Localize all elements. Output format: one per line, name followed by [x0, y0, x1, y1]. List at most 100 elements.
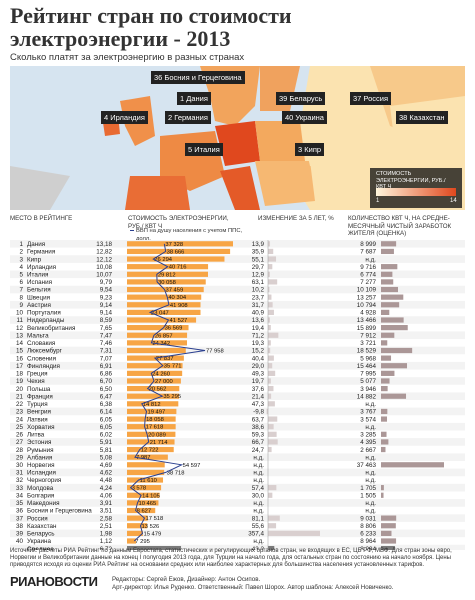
- change-bar: [268, 363, 273, 369]
- row-change-value: -9,8: [253, 409, 264, 416]
- row-kwh-value: 3 285: [360, 432, 376, 439]
- map-region-italy: [220, 166, 260, 210]
- row-cost-value: 6,47: [100, 393, 113, 400]
- row-change-value: 59,3: [252, 432, 265, 439]
- row-change-value: 55,1: [252, 256, 265, 263]
- row-country: Чехия: [27, 378, 45, 385]
- row-rank: 17: [16, 363, 24, 370]
- gdp-value: 20 562: [149, 387, 167, 393]
- row-country: Исландия: [27, 470, 56, 477]
- row-change-value: 55,6: [252, 523, 265, 530]
- change-bar: [268, 309, 274, 315]
- row-kwh-value: 13 257: [357, 294, 377, 301]
- row-kwh-value: 37 463: [357, 462, 377, 469]
- row-stripe: [10, 392, 465, 401]
- map-label: 5 Италия: [185, 143, 223, 156]
- row-stripe: [10, 316, 465, 324]
- cost-bar: [127, 492, 160, 498]
- cost-bar: [127, 302, 201, 308]
- row-rank: 23: [16, 409, 24, 416]
- gdp-value: 37 328: [165, 242, 183, 248]
- row-change-value: 40,9: [252, 310, 265, 317]
- gdp-value: 26 294: [154, 257, 173, 263]
- row-kwh-value: 4 928: [360, 310, 376, 317]
- kwh-bar: [381, 416, 388, 422]
- map-label: 40 Украина: [282, 111, 327, 124]
- cost-bar: [127, 385, 180, 392]
- row-cost-value: 5,81: [100, 447, 113, 454]
- change-bar: [268, 416, 278, 422]
- change-bar: [268, 279, 278, 285]
- row-kwh-value: 5 077: [360, 378, 376, 385]
- row-kwh-value: 8 964: [360, 538, 376, 545]
- row-cost-value: 9,54: [100, 287, 113, 294]
- gdp-value: 38 666: [167, 249, 185, 255]
- row-kwh-value: 18 529: [357, 348, 377, 355]
- kwh-bar: [381, 370, 395, 376]
- gdp-value: 27 837: [156, 356, 174, 362]
- row-cost-value: 1,98: [100, 531, 113, 538]
- row-kwh-value: 7 912: [360, 332, 376, 339]
- change-bar: [268, 355, 274, 361]
- row-country: Эстония: [27, 439, 51, 446]
- kwh-bar: [381, 546, 395, 550]
- row-change-value: н.д.: [253, 477, 264, 484]
- gdp-value: 24 260: [152, 371, 170, 377]
- kwh-bar: [381, 325, 408, 331]
- cost-bar: [127, 332, 188, 338]
- map-label: 4 Ирландия: [101, 111, 148, 124]
- row-change-value: н.д.: [253, 462, 264, 469]
- row-country: Болгария: [27, 492, 54, 499]
- map-label: 3 Кипр: [295, 143, 325, 156]
- row-change-value: н.д.: [253, 538, 264, 545]
- footer-editors-line1: Редакторы: Сергей Ежов, Дизайнер: Антон …: [112, 576, 261, 583]
- gdp-value: 23 047: [151, 310, 169, 316]
- gdp-value: 77 958: [206, 348, 224, 354]
- row-country: Румыния: [27, 447, 54, 454]
- cost-bar: [127, 500, 159, 506]
- kwh-bar: [381, 248, 394, 255]
- map-legend-min: 1: [376, 198, 380, 204]
- row-rank: 14: [16, 340, 24, 347]
- row-rank: 16: [16, 355, 24, 362]
- row-country: Дания: [27, 241, 45, 248]
- row-rank: 5: [19, 271, 23, 278]
- row-kwh-value: 3 574: [360, 416, 376, 423]
- row-rank: 6: [19, 279, 23, 286]
- row-cost-value: 3,51: [100, 508, 113, 515]
- cost-bar: [127, 485, 162, 491]
- page-title: Рейтинг стран по стоимости электроэнерги…: [10, 3, 292, 51]
- row-cost-value: 2,51: [100, 523, 113, 530]
- gdp-value: 54 597: [183, 463, 201, 469]
- gdp-value: 13 526: [142, 524, 160, 530]
- change-bar: [268, 241, 271, 247]
- row-kwh-value: н.д.: [365, 256, 376, 263]
- gdp-value: 30 058: [158, 280, 176, 286]
- row-rank: 24: [16, 416, 24, 423]
- row-kwh-value: 3 946: [360, 386, 376, 393]
- row-country: Мальта: [27, 332, 49, 339]
- row-country: Албания: [27, 453, 52, 461]
- gdp-value: 36 569: [165, 326, 183, 332]
- gdp-line: [129, 243, 206, 542]
- cost-bar: [127, 515, 148, 521]
- row-cost-value: 6,72: [100, 546, 113, 550]
- row-kwh-value: 14 882: [357, 393, 377, 400]
- row-country: Литва: [27, 432, 45, 439]
- row-change-value: 19,3: [252, 340, 265, 347]
- row-rank: 35: [16, 500, 24, 507]
- row-country: Венгрия: [27, 409, 51, 416]
- cost-bar: [127, 523, 148, 529]
- row-change-value: н.д.: [253, 508, 264, 515]
- row-country: Словакия: [27, 340, 55, 347]
- row-cost-value: 7,07: [100, 355, 113, 362]
- row-change-value: 47,3: [252, 401, 265, 408]
- kwh-bar: [381, 286, 398, 293]
- map-label: 38 Казахстан: [396, 111, 448, 124]
- row-kwh-value: н.д.: [365, 470, 376, 477]
- row-rank: 39: [16, 531, 24, 538]
- row-cost-value: 7,46: [100, 340, 113, 347]
- row-kwh-value: н.д.: [365, 454, 376, 461]
- row-kwh-value: 7 687: [360, 249, 376, 256]
